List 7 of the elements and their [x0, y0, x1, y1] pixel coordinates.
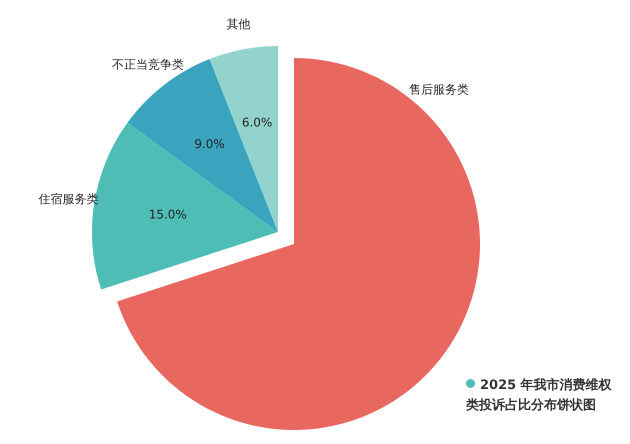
data-label: 6.0% [242, 115, 272, 130]
text: 2025 年我市消费维权类投诉占比分布饼状图 [466, 378, 612, 413]
data-label: 9.0% [194, 136, 225, 151]
data-label: 15.0% [148, 208, 187, 222]
slice-label: 其他 [226, 16, 250, 31]
slice-label: 不正当竞争类 [112, 57, 184, 72]
slice-label: 售后服务类 [409, 82, 470, 96]
